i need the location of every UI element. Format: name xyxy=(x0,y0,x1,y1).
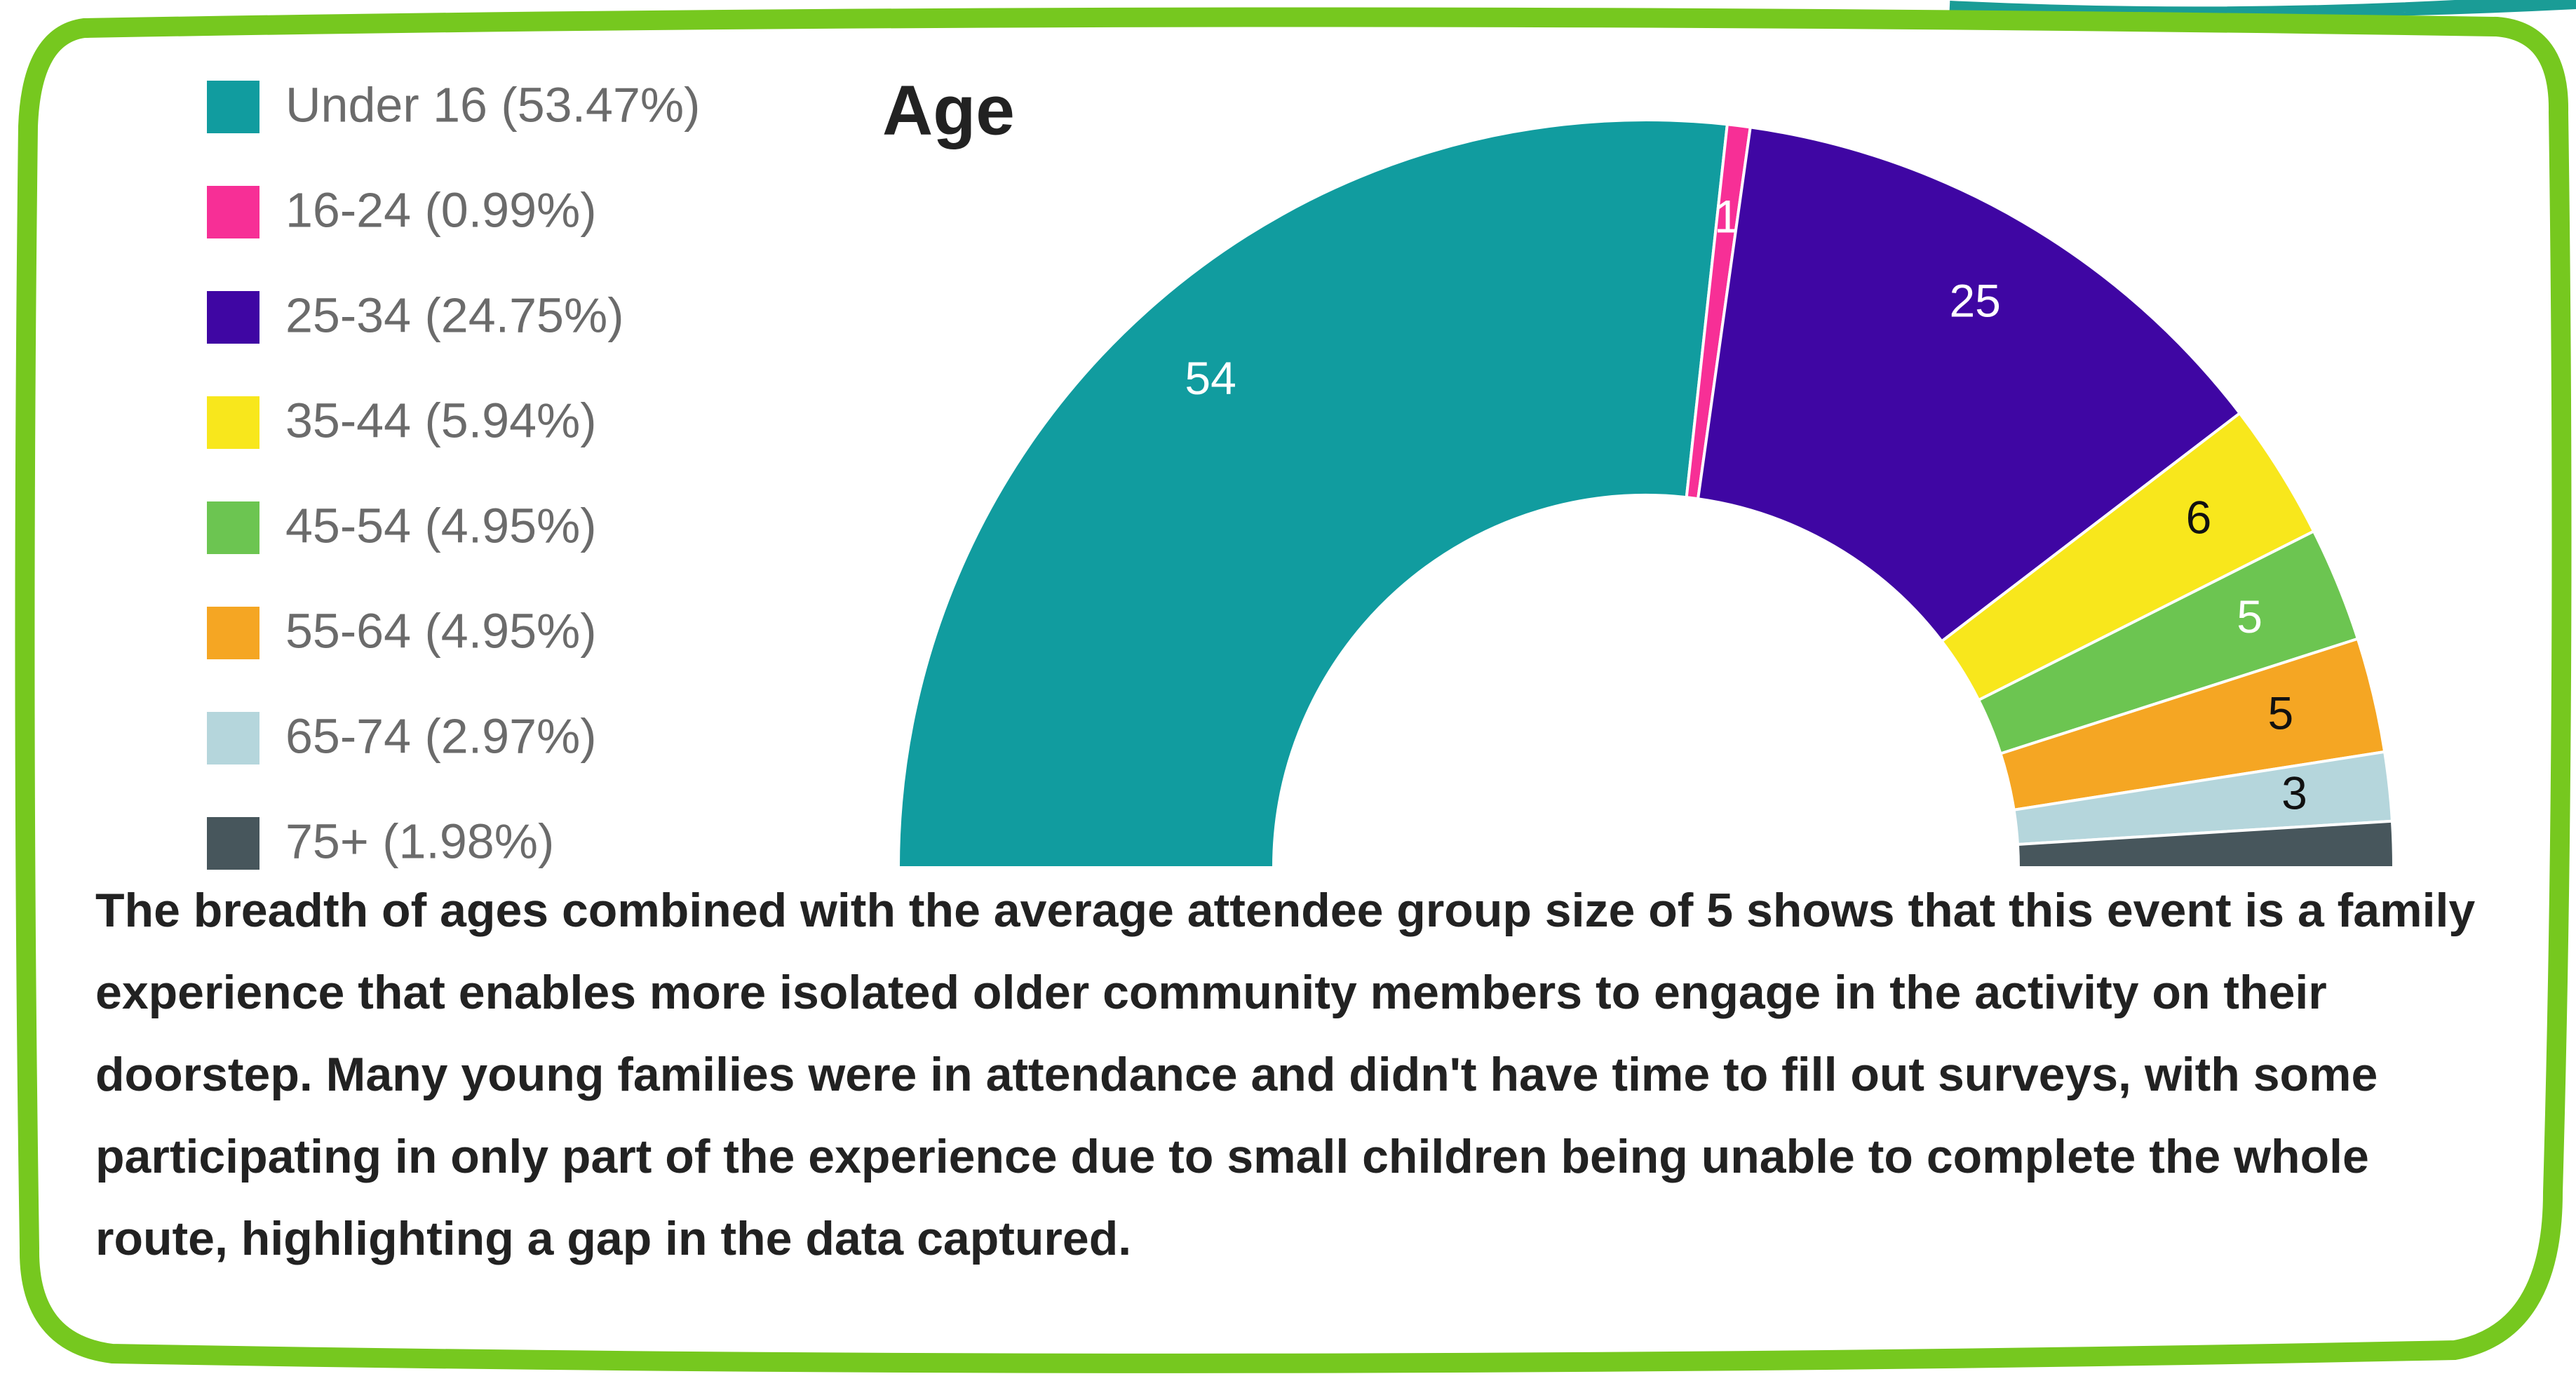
legend-swatch xyxy=(207,291,259,344)
legend-label: 25-34 (24.75%) xyxy=(285,288,624,342)
legend-label: Under 16 (53.47%) xyxy=(285,77,700,132)
slice xyxy=(2016,819,2396,869)
legend-swatch xyxy=(207,817,259,870)
data-label: 25 xyxy=(1949,274,2000,326)
legend-label: 75+ (1.98%) xyxy=(285,814,554,868)
legend-label: 65-74 (2.97%) xyxy=(285,708,597,763)
legend-label: 45-54 (4.95%) xyxy=(285,498,597,553)
legend-swatch xyxy=(207,396,259,449)
legend-swatch xyxy=(207,607,259,659)
legend-swatch xyxy=(207,186,259,238)
slice xyxy=(1696,126,2242,644)
legend-swatch xyxy=(207,81,259,133)
legend-label: 55-64 (4.95%) xyxy=(285,603,597,658)
data-label: 3 xyxy=(2281,767,2307,819)
note-text: The breadth of ages combined with the av… xyxy=(95,884,2476,1265)
legend-label: 16-24 (0.99%) xyxy=(285,182,597,237)
data-label: 54 xyxy=(1185,352,1236,404)
slice xyxy=(896,119,1729,869)
legend-swatch xyxy=(207,712,259,764)
data-label: 6 xyxy=(2186,492,2212,544)
legend-swatch xyxy=(207,501,259,554)
data-label: 5 xyxy=(2267,687,2293,739)
chart-title: Age xyxy=(882,71,1015,149)
frame xyxy=(15,7,2572,1373)
legend-label: 35-44 (5.94%) xyxy=(285,393,597,447)
data-label: 5 xyxy=(2237,591,2263,642)
